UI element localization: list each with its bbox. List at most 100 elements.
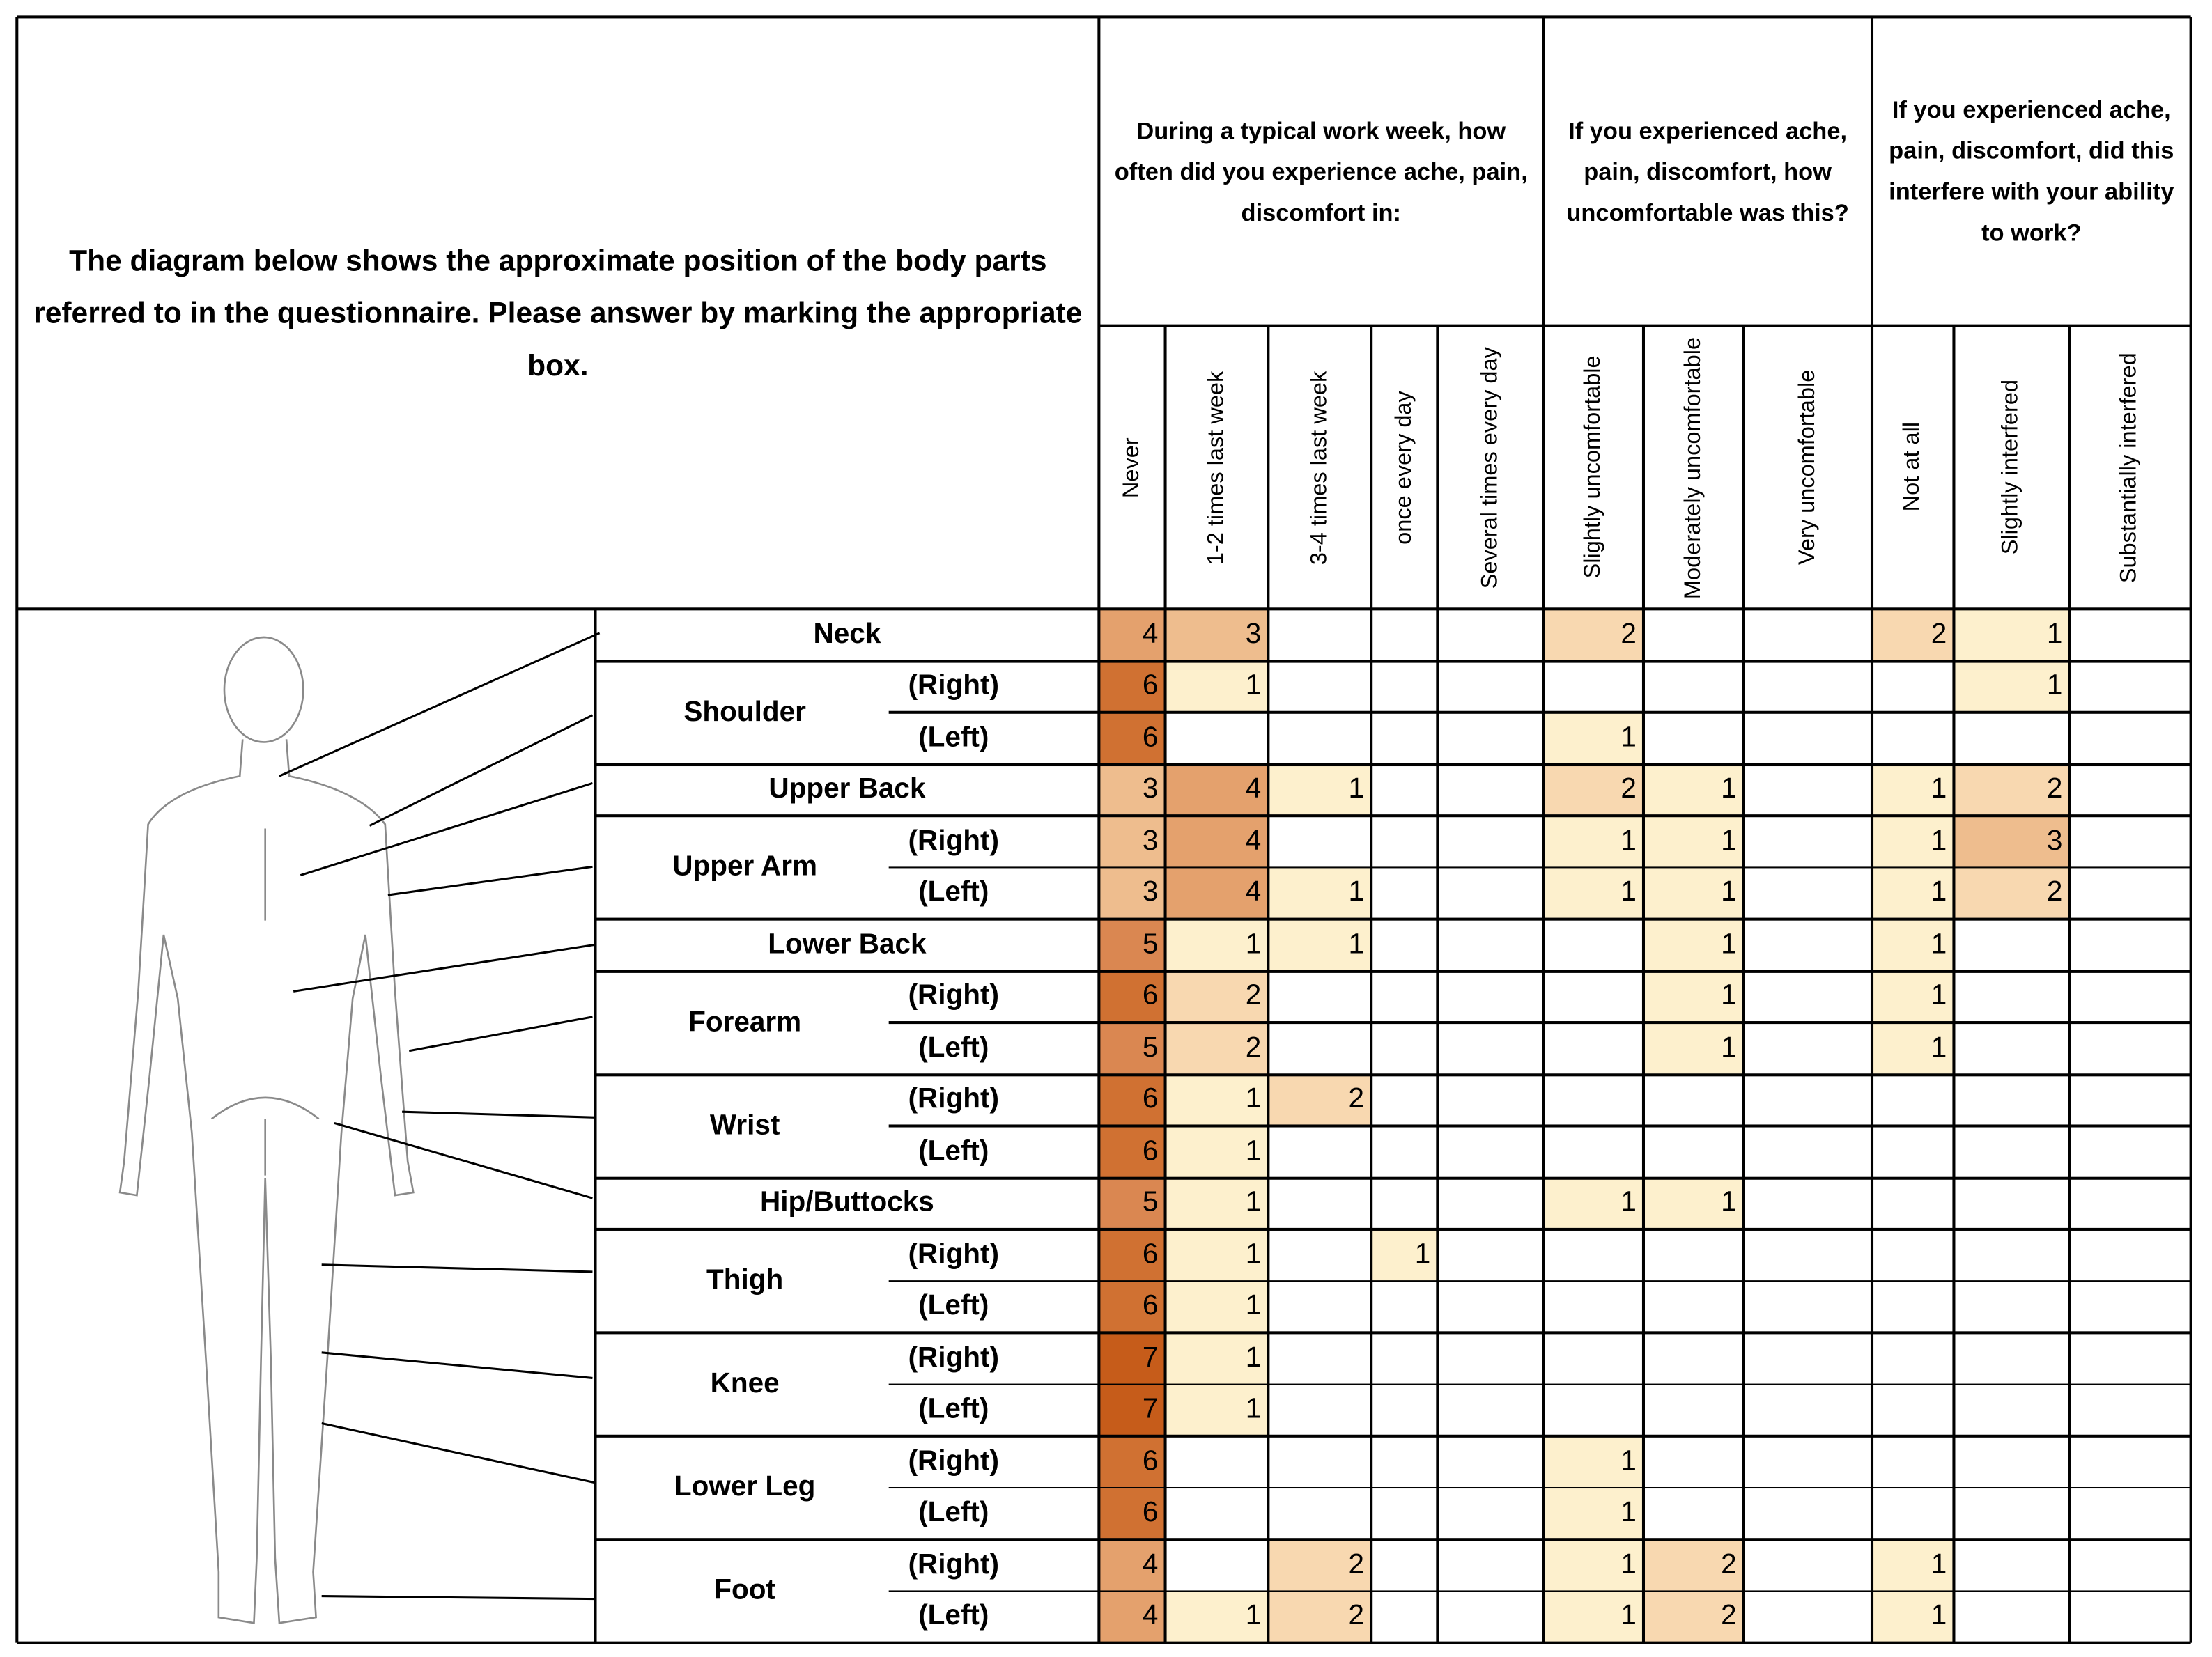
cell-value: 1	[1348, 773, 1365, 805]
side-label: (Left)	[918, 1497, 989, 1529]
column-label: Substantially interfered	[2117, 352, 2142, 583]
value-cell: 1	[1872, 919, 1954, 971]
cell-value: 1	[1245, 1238, 1262, 1270]
grid-line	[17, 1641, 2191, 1645]
value-cell: 6	[1099, 660, 1166, 713]
cell-value: 4	[1142, 1601, 1159, 1632]
cell-value: 1	[1245, 1601, 1262, 1632]
cell-value: 2	[1348, 1548, 1365, 1580]
side-label: (Right)	[908, 980, 1000, 1012]
body-part: Foot	[714, 1575, 775, 1606]
value-cell: 3	[1165, 609, 1269, 661]
cell-value: 1	[1245, 1394, 1262, 1426]
column-header: Slightly interfered	[1954, 329, 2069, 607]
cell-value: 1	[1245, 1084, 1262, 1115]
side-label: (Right)	[908, 1548, 1000, 1580]
value-cell: 1	[1643, 867, 1744, 919]
grid-line	[595, 1538, 2191, 1541]
body-part: Shoulder	[683, 696, 806, 728]
cell-value: 1	[1621, 722, 1637, 754]
side-label: (Left)	[918, 1394, 989, 1426]
cell-value: 2	[1348, 1084, 1365, 1115]
cell-value: 1	[2046, 670, 2063, 702]
cell-value: 1	[1931, 1032, 1947, 1064]
cell-value: 1	[1931, 1601, 1947, 1632]
side-label: (Left)	[918, 1135, 989, 1167]
grid-line	[1642, 325, 1645, 1643]
grid-line	[595, 1073, 2191, 1076]
grid-line	[595, 659, 2191, 662]
cell-value: 1	[1245, 1187, 1262, 1219]
intro-text: The diagram below shows the approximate …	[33, 244, 1083, 382]
cell-value: 1	[1348, 928, 1365, 960]
cell-value: 2	[1931, 619, 1947, 650]
cell-value: 5	[1142, 1032, 1159, 1064]
column-label: Slightly uncomfortable	[1580, 355, 1605, 579]
cell-value: 1	[1245, 1290, 1262, 1322]
cell-value: 1	[1721, 928, 1737, 960]
group-header: If you experienced ache, pain, discomfor…	[1566, 116, 1849, 226]
cell-value: 1	[2046, 619, 2063, 650]
grid-line	[1097, 17, 1101, 1643]
value-cell: 1	[1165, 1177, 1269, 1229]
side-label: (Right)	[908, 670, 1000, 702]
grid-line	[1871, 325, 1873, 1643]
side-label: (Left)	[918, 1290, 989, 1322]
value-cell: 2	[1268, 1591, 1372, 1643]
body-part: Knee	[710, 1368, 780, 1399]
value-cell: 1	[1268, 919, 1372, 971]
cell-value: 1	[1721, 773, 1737, 805]
value-cell: 1	[1872, 867, 1954, 919]
cell-value: 1	[1721, 1032, 1737, 1064]
value-cell: 1	[1543, 1539, 1643, 1592]
body-part: Lower Leg	[674, 1471, 816, 1503]
value-cell: 2	[1954, 867, 2070, 919]
value-cell: 4	[1099, 1591, 1166, 1643]
value-cell: 7	[1099, 1332, 1166, 1385]
column-label: Not at all	[1900, 422, 1924, 513]
value-cell: 1	[1371, 1229, 1438, 1282]
value-cell: 1	[1872, 970, 1954, 1023]
value-cell: 1	[1643, 816, 1744, 868]
value-cell: 1	[1643, 763, 1744, 816]
value-cell: 6	[1099, 712, 1166, 764]
value-cell: 1	[1165, 1229, 1269, 1282]
grid-line	[595, 1227, 2191, 1231]
value-cell: 5	[1099, 1022, 1166, 1075]
value-cell: 1	[1954, 609, 2070, 661]
cell-value: 2	[1621, 619, 1637, 650]
value-cell: 2	[1643, 1591, 1744, 1643]
grid-line	[1542, 325, 1545, 1643]
value-cell: 2	[1643, 1539, 1744, 1592]
value-cell: 1	[1872, 1022, 1954, 1075]
body-part: Hip/Buttocks	[760, 1187, 934, 1219]
cell-value: 1	[1721, 980, 1737, 1012]
value-cell: 2	[1165, 1022, 1269, 1075]
cell-value: 1	[1245, 670, 1262, 702]
value-cell: 2	[1954, 763, 2070, 816]
value-cell: 1	[1165, 1126, 1269, 1178]
cell-value: 1	[1931, 928, 1947, 960]
cell-value: 2	[2046, 877, 2063, 908]
cell-value: 1	[1621, 1497, 1637, 1529]
column-header: Not at all	[1872, 329, 1954, 607]
cell-value: 1	[1245, 1135, 1262, 1167]
cell-value: 6	[1142, 1135, 1159, 1167]
value-cell: 3	[1954, 816, 2070, 868]
cell-value: 1	[1931, 980, 1947, 1012]
value-cell: 1	[1643, 919, 1744, 971]
cell-value: 6	[1142, 1445, 1159, 1477]
cell-value: 1	[1621, 1548, 1637, 1580]
value-cell: 6	[1099, 1281, 1166, 1333]
value-cell: 1	[1543, 1488, 1643, 1540]
value-cell: 6	[1099, 1436, 1166, 1488]
grid-line	[1437, 325, 1439, 1643]
grid-line	[888, 866, 2191, 869]
cell-value: 1	[1931, 1548, 1947, 1580]
cell-value: 4	[1245, 773, 1262, 805]
column-header: once every day	[1371, 329, 1437, 607]
value-cell: 3	[1099, 867, 1166, 919]
side-label: (Right)	[908, 1084, 1000, 1115]
side-label: (Left)	[918, 1601, 989, 1632]
cell-value: 1	[1414, 1238, 1431, 1270]
